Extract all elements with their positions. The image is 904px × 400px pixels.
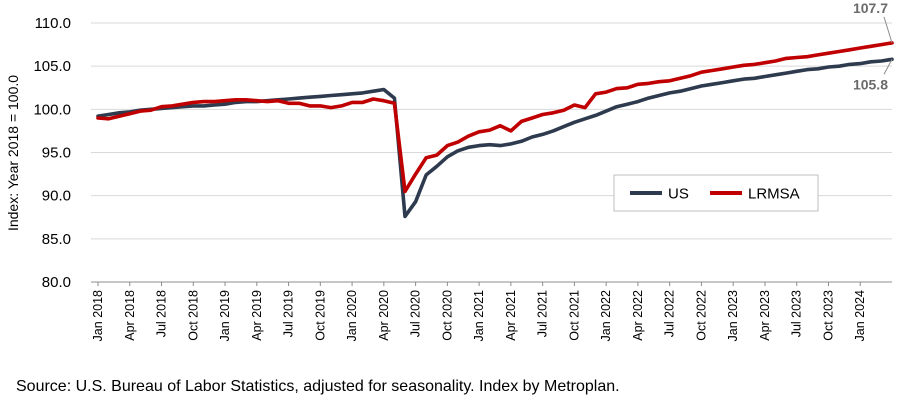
y-tick-label: 80.0: [42, 274, 71, 291]
x-tick-label: Jul 2020: [409, 290, 423, 337]
series-lines: [96, 41, 894, 219]
x-tick-label: Oct 2019: [313, 290, 327, 341]
gridlines: [91, 22, 892, 283]
x-tick-label: Oct 2023: [821, 290, 835, 341]
series-line-lrmsa: [96, 41, 894, 194]
x-tick-label: Jul 2019: [282, 290, 296, 337]
y-axis-ticks: 80.0 85.0 90.0 95.0 100.0 105.0 110.0: [33, 15, 71, 291]
end-label-us: 105.8: [853, 76, 888, 92]
x-tick-label: Jul 2021: [536, 290, 550, 337]
end-label-lrmsa: 107.7: [853, 0, 888, 16]
x-tick-label: Oct 2018: [186, 290, 200, 341]
x-axis-ticks: Jan 2018 Apr 2018 Jul 2018 Oct 2018 Jan 2019…: [91, 282, 867, 341]
x-tick-label: Jan 2022: [599, 290, 613, 341]
x-tick-label: Apr 2019: [250, 290, 264, 341]
x-tick-label: Apr 2020: [377, 290, 391, 341]
x-tick-label: Jan 2019: [218, 290, 232, 341]
x-tick-label: Oct 2022: [694, 290, 708, 341]
x-tick-label: Apr 2022: [631, 290, 645, 341]
x-tick-label: Jul 2022: [663, 290, 677, 337]
y-tick-label: 105.0: [33, 58, 71, 75]
x-tick-label: Oct 2020: [440, 290, 454, 341]
x-tick-label: Jul 2023: [790, 290, 804, 337]
x-tick-label: Jan 2018: [91, 290, 105, 341]
end-label-leader: [883, 59, 893, 75]
end-label-leader: [883, 16, 893, 44]
y-tick-label: 100.0: [33, 101, 71, 118]
x-tick-label: Apr 2018: [123, 290, 137, 341]
y-tick-label: 90.0: [42, 188, 71, 205]
y-tick-label: 95.0: [42, 145, 71, 162]
series-line-us: [96, 57, 894, 219]
x-tick-label: Jan 2021: [472, 290, 486, 341]
x-tick-label: Apr 2021: [504, 290, 518, 341]
y-tick-label: 85.0: [42, 231, 71, 248]
legend-label-us: US: [668, 186, 689, 203]
y-axis-title: Index: Year 2018 = 100.0: [5, 75, 21, 231]
x-tick-label: Jan 2020: [345, 290, 359, 341]
x-tick-label: Oct 2021: [567, 290, 581, 341]
legend-label-lrmsa: LRMSA: [748, 186, 800, 203]
end-labels: 105.8 107.7: [853, 0, 893, 92]
x-tick-label: Apr 2023: [758, 290, 772, 341]
x-tick-label: Jul 2018: [155, 290, 169, 337]
y-tick-label: 110.0: [35, 15, 71, 32]
source-note: Source: U.S. Bureau of Labor Statistics,…: [16, 378, 620, 395]
legend: US LRMSA: [613, 174, 819, 212]
x-tick-label: Jan 2024: [853, 290, 867, 341]
x-tick-label: Jan 2023: [726, 290, 740, 341]
